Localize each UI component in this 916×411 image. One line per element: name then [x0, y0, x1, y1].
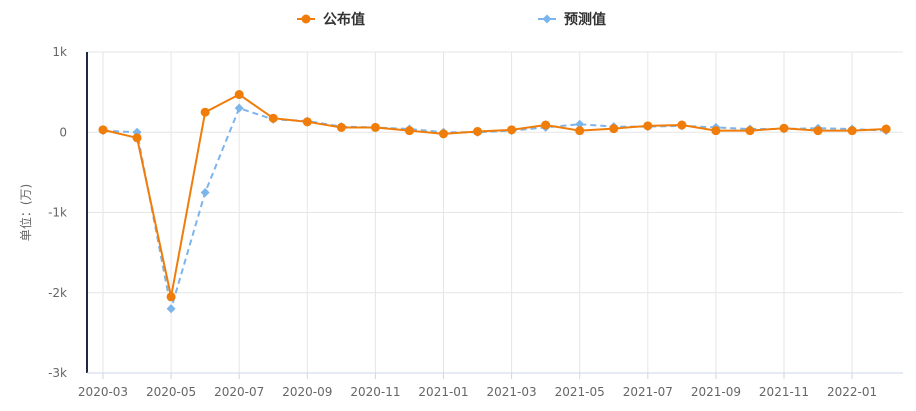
x-tick-label: 2020-11 [350, 385, 400, 399]
x-tick-label: 2021-05 [555, 385, 605, 399]
data-point[interactable] [200, 107, 210, 117]
x-tick-label: 2022-01 [827, 385, 877, 399]
data-point[interactable] [166, 304, 176, 314]
legend[interactable]: 公布值 预测值 [297, 11, 606, 28]
data-point[interactable] [677, 120, 687, 130]
data-point[interactable] [575, 119, 585, 129]
legend-label: 预测值 [564, 11, 606, 28]
data-point[interactable] [711, 126, 721, 136]
legend-label: 公布值 [323, 11, 365, 28]
x-tick-label: 2021-01 [418, 385, 468, 399]
series-published [98, 90, 891, 302]
x-tick-label: 2021-11 [759, 385, 809, 399]
y-tick-label: -2k [48, 286, 67, 300]
data-point[interactable] [745, 126, 755, 136]
data-point[interactable] [813, 126, 823, 136]
axes: 1k 0 -1k -2k -3k 2020-03 2020-05 2020-07 2020-09… [48, 45, 903, 399]
series-line [102, 106, 887, 310]
data-point[interactable] [473, 126, 483, 136]
legend-item[interactable]: 公布值 [297, 11, 365, 28]
data-point[interactable] [166, 292, 176, 302]
data-point[interactable] [847, 126, 857, 136]
y-tick-label: 1k [52, 45, 67, 59]
data-point[interactable] [609, 124, 619, 134]
data-point[interactable] [234, 90, 244, 100]
data-point[interactable] [439, 129, 448, 139]
data-point[interactable] [132, 133, 142, 143]
legend-diamond-icon [542, 14, 552, 24]
x-tick-label: 2020-05 [146, 385, 196, 399]
series-forecast [98, 103, 891, 314]
data-point[interactable] [268, 113, 278, 123]
series-line [102, 93, 887, 297]
data-point[interactable] [336, 122, 346, 132]
data-point[interactable] [541, 120, 551, 130]
data-point[interactable] [98, 125, 108, 135]
grid [87, 51, 903, 374]
x-tick-label: 2020-07 [214, 385, 264, 399]
y-tick-label: -1k [48, 206, 67, 220]
data-point[interactable] [302, 117, 312, 127]
data-point[interactable] [200, 187, 210, 197]
x-tick-label: 2021-09 [691, 385, 741, 399]
y-tick-label: 0 [59, 125, 67, 139]
data-point[interactable] [370, 122, 380, 132]
data-point[interactable] [881, 124, 891, 134]
x-tick-label: 2021-07 [623, 385, 673, 399]
data-point[interactable] [507, 125, 517, 135]
data-point[interactable] [575, 126, 585, 136]
legend-item[interactable]: 预测值 [538, 11, 606, 28]
data-point[interactable] [779, 123, 789, 133]
y-tick-label: -3k [48, 366, 67, 380]
data-point[interactable] [234, 103, 244, 113]
legend-circle-icon [301, 14, 311, 24]
x-tick-label: 2021-03 [487, 385, 537, 399]
x-tick-label: 2020-03 [78, 385, 128, 399]
x-tick-label: 2020-09 [282, 385, 332, 399]
series-layer [98, 90, 891, 314]
data-point[interactable] [643, 121, 653, 131]
data-point[interactable] [404, 126, 414, 136]
y-axis-label: 单位：(万) [18, 184, 33, 241]
